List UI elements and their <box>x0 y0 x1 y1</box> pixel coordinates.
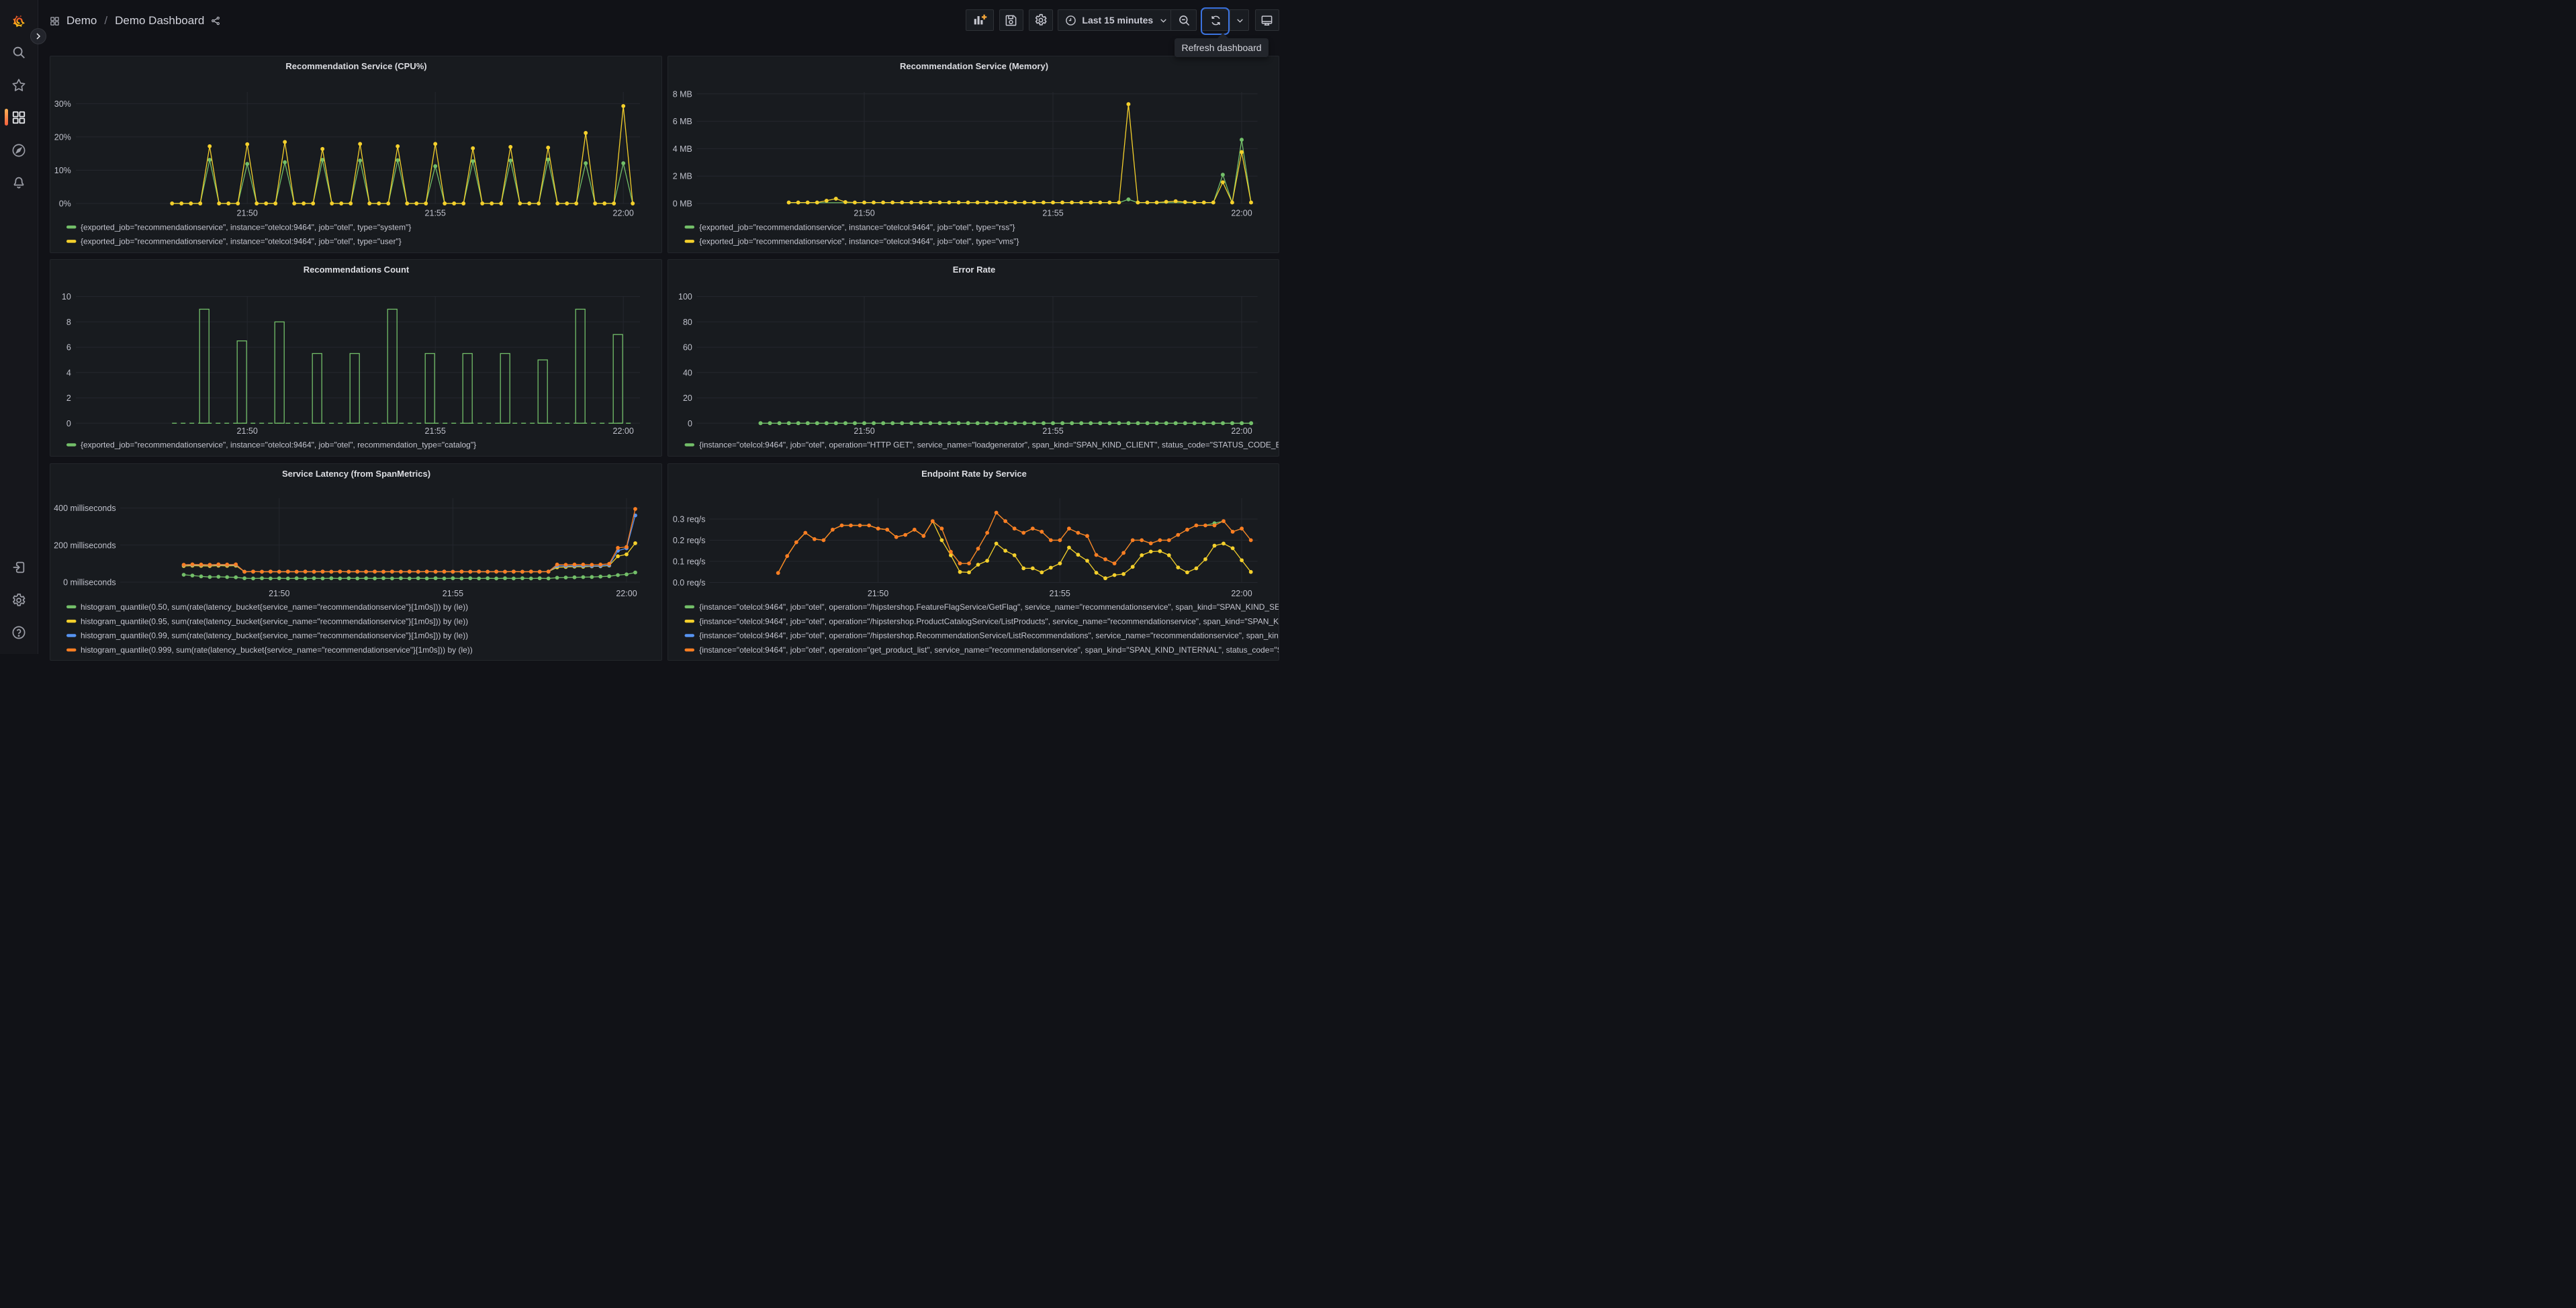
svg-text:22:00: 22:00 <box>616 589 637 598</box>
svg-text:{exported_job="recommendations: {exported_job="recommendationservice", i… <box>81 237 402 246</box>
svg-text:22:00: 22:00 <box>1231 589 1252 598</box>
svg-text:60: 60 <box>682 343 692 353</box>
svg-text:{exported_job="recommendations: {exported_job="recommendationservice", i… <box>699 237 1019 246</box>
svg-text:22:00: 22:00 <box>613 209 634 218</box>
svg-text:{instance="otelcol:9464", job=: {instance="otelcol:9464", job="otel", op… <box>699 440 1279 450</box>
svg-text:0.3 req/s: 0.3 req/s <box>672 515 705 524</box>
svg-text:400 milliseconds: 400 milliseconds <box>54 504 116 513</box>
svg-text:histogram_quantile(0.50, sum(r: histogram_quantile(0.50, sum(rate(latenc… <box>81 602 468 612</box>
svg-text:Recommendation Service (CPU%): Recommendation Service (CPU%) <box>285 61 426 71</box>
svg-text:6: 6 <box>66 343 71 353</box>
svg-text:histogram_quantile(0.999, sum(: histogram_quantile(0.999, sum(rate(laten… <box>81 645 473 655</box>
svg-text:20: 20 <box>682 393 692 403</box>
svg-text:Endpoint Rate by Service: Endpoint Rate by Service <box>921 469 1027 479</box>
svg-text:{exported_job="recommendations: {exported_job="recommendationservice", i… <box>81 440 476 450</box>
svg-text:{instance="otelcol:9464", job=: {instance="otelcol:9464", job="otel", op… <box>699 645 1279 655</box>
svg-text:0.0 req/s: 0.0 req/s <box>672 578 705 588</box>
svg-text:30%: 30% <box>54 99 71 109</box>
svg-text:0.1 req/s: 0.1 req/s <box>672 557 705 567</box>
svg-text:{exported_job="recommendations: {exported_job="recommendationservice", i… <box>699 222 1015 232</box>
svg-text:Service Latency (from SpanMetr: Service Latency (from SpanMetrics) <box>282 469 430 479</box>
svg-text:2: 2 <box>66 393 71 403</box>
svg-text:21:55: 21:55 <box>425 209 446 218</box>
svg-text:20%: 20% <box>54 132 71 142</box>
svg-text:4 MB: 4 MB <box>672 144 692 154</box>
svg-text:21:50: 21:50 <box>854 209 874 218</box>
svg-text:21:50: 21:50 <box>867 589 888 598</box>
svg-text:22:00: 22:00 <box>1231 426 1252 436</box>
svg-text:21:55: 21:55 <box>1042 209 1063 218</box>
svg-text:Recommendations Count: Recommendations Count <box>304 265 410 275</box>
svg-text:0 milliseconds: 0 milliseconds <box>63 578 116 588</box>
svg-text:0: 0 <box>66 419 71 428</box>
svg-text:histogram_quantile(0.99, sum(r: histogram_quantile(0.99, sum(rate(latenc… <box>81 631 468 641</box>
svg-text:21:55: 21:55 <box>1042 426 1063 436</box>
svg-text:{instance="otelcol:9464", job=: {instance="otelcol:9464", job="otel", op… <box>699 616 1279 626</box>
svg-text:21:50: 21:50 <box>854 426 874 436</box>
svg-text:0: 0 <box>687 419 692 428</box>
svg-text:21:50: 21:50 <box>237 426 258 436</box>
svg-text:22:00: 22:00 <box>613 426 634 436</box>
svg-text:21:55: 21:55 <box>1049 589 1070 598</box>
svg-text:80: 80 <box>682 318 692 327</box>
svg-text:Recommendation Service (Memory: Recommendation Service (Memory) <box>899 61 1048 71</box>
svg-text:40: 40 <box>682 368 692 377</box>
svg-text:8: 8 <box>66 318 71 327</box>
svg-text:2 MB: 2 MB <box>672 172 692 181</box>
svg-text:200 milliseconds: 200 milliseconds <box>54 541 116 550</box>
svg-text:21:50: 21:50 <box>237 209 258 218</box>
svg-text:21:55: 21:55 <box>443 589 463 598</box>
svg-text:4: 4 <box>66 368 71 377</box>
svg-text:Error Rate: Error Rate <box>952 265 995 275</box>
svg-text:6 MB: 6 MB <box>672 117 692 126</box>
svg-text:{instance="otelcol:9464", job=: {instance="otelcol:9464", job="otel", op… <box>699 631 1279 641</box>
svg-text:8 MB: 8 MB <box>672 89 692 99</box>
svg-text:10%: 10% <box>54 166 71 175</box>
svg-text:0%: 0% <box>59 199 71 209</box>
svg-text:21:55: 21:55 <box>425 426 446 436</box>
svg-text:{instance="otelcol:9464", job=: {instance="otelcol:9464", job="otel", op… <box>699 602 1279 612</box>
svg-text:0.2 req/s: 0.2 req/s <box>672 536 705 545</box>
svg-text:10: 10 <box>62 292 71 301</box>
svg-text:22:00: 22:00 <box>1231 209 1252 218</box>
svg-text:100: 100 <box>678 292 692 301</box>
svg-text:0 MB: 0 MB <box>672 199 692 209</box>
svg-text:{exported_job="recommendations: {exported_job="recommendationservice", i… <box>81 222 411 232</box>
svg-text:21:50: 21:50 <box>269 589 289 598</box>
svg-text:histogram_quantile(0.95, sum(r: histogram_quantile(0.95, sum(rate(latenc… <box>81 616 468 626</box>
